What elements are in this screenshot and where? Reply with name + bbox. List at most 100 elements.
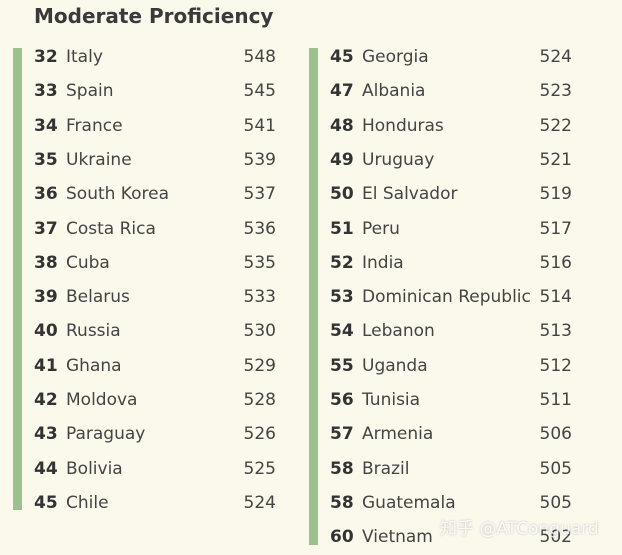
- table-row: 55 Uganda 512: [330, 349, 572, 383]
- country: Italy: [66, 47, 103, 67]
- rank: 54: [330, 321, 354, 342]
- score: 541: [243, 115, 276, 136]
- score: 528: [243, 390, 276, 410]
- score: 526: [243, 424, 276, 445]
- rank: 34: [34, 115, 58, 136]
- country: Spain: [66, 81, 114, 102]
- table-row: 39 Belarus 533: [34, 280, 276, 314]
- rank: 50: [330, 184, 354, 205]
- rank: 37: [34, 218, 58, 239]
- table-row: 38 Cuba 535: [34, 246, 276, 280]
- title: Moderate Proficiency: [34, 4, 274, 28]
- table-row: 44 Bolivia 525: [34, 452, 276, 486]
- table-row: 42 Moldova 528: [34, 383, 276, 417]
- country: Dominican Republic: [362, 287, 531, 308]
- rank: 44: [34, 458, 58, 479]
- country: Honduras: [362, 115, 444, 136]
- table-row: 33 Spain 545: [34, 74, 276, 108]
- score: 511: [539, 390, 572, 410]
- score: 505: [539, 458, 572, 479]
- rank: 43: [34, 424, 58, 445]
- score: 505: [539, 492, 572, 513]
- score: 502: [539, 527, 572, 548]
- score: 513: [539, 321, 572, 342]
- score: 524: [243, 492, 276, 513]
- score: 523: [539, 81, 572, 102]
- rank: 42: [34, 390, 58, 410]
- score: 535: [243, 252, 276, 273]
- rank: 32: [34, 47, 58, 67]
- country: Brazil: [362, 458, 410, 479]
- rank: 57: [330, 424, 354, 445]
- country: Cuba: [66, 252, 110, 273]
- country: India: [362, 252, 404, 273]
- watermark: 知乎 @ATConguard: [440, 519, 599, 539]
- rank: 39: [34, 287, 58, 308]
- rank: 45: [330, 47, 354, 67]
- country: Vietnam: [362, 527, 433, 548]
- score: 525: [243, 458, 276, 479]
- country: Paraguay: [66, 424, 146, 445]
- table-row: 36 South Korea 537: [34, 177, 276, 211]
- table-row: 57 Armenia 506: [330, 417, 572, 451]
- rank: 33: [34, 81, 58, 102]
- rank: 58: [330, 492, 354, 513]
- table-row: 45 Chile 524: [34, 486, 276, 520]
- rank: 58: [330, 458, 354, 479]
- score: 516: [539, 252, 572, 273]
- country: El Salvador: [362, 184, 458, 205]
- table-row: 41 Ghana 529: [34, 349, 276, 383]
- country: Tunisia: [362, 390, 421, 410]
- table-row: 37 Costa Rica 536: [34, 212, 276, 246]
- country: Ghana: [66, 355, 122, 376]
- country: Russia: [66, 321, 121, 342]
- table-row: 45 Georgia 524: [330, 40, 572, 74]
- score: 545: [243, 81, 276, 102]
- country: Ukraine: [66, 149, 132, 170]
- country: Bolivia: [66, 458, 123, 479]
- score: 517: [539, 218, 572, 239]
- rank: 47: [330, 81, 354, 102]
- score: 512: [539, 355, 572, 376]
- table-row: 47 Albania 523: [330, 74, 572, 108]
- country: Peru: [362, 218, 400, 239]
- table-row: 40 Russia 530: [34, 314, 276, 348]
- table-row: 35 Ukraine 539: [34, 143, 276, 177]
- table-row: 51 Peru 517: [330, 212, 572, 246]
- rank: 40: [34, 321, 58, 342]
- country: Armenia: [362, 424, 434, 445]
- table-row: 49 Uruguay 521: [330, 143, 572, 177]
- country: France: [66, 115, 123, 136]
- accent-bar: [309, 48, 318, 545]
- rank: 41: [34, 355, 58, 376]
- country: Uganda: [362, 355, 428, 376]
- country: Georgia: [362, 47, 429, 67]
- rank: 48: [330, 115, 354, 136]
- score: 521: [539, 149, 572, 170]
- score: 536: [243, 218, 276, 239]
- accent-bar: [13, 48, 22, 510]
- country: South Korea: [66, 184, 170, 205]
- rank: 35: [34, 149, 58, 170]
- country: Chile: [66, 492, 109, 513]
- score: 514: [539, 287, 572, 308]
- table-row: 34 France 541: [34, 109, 276, 143]
- rank: 51: [330, 218, 354, 239]
- rank: 52: [330, 252, 354, 273]
- country: Costa Rica: [66, 218, 156, 239]
- table-row: 53 Dominican Republic 514: [330, 280, 572, 314]
- table-row: 32 Italy 548: [34, 40, 276, 74]
- score: 524: [539, 47, 572, 67]
- rank: 53: [330, 287, 354, 308]
- table-row: 48 Honduras 522: [330, 109, 572, 143]
- rank: 45: [34, 492, 58, 513]
- country: Uruguay: [362, 149, 435, 170]
- table-row: 54 Lebanon 513: [330, 314, 572, 348]
- table-row: 58 Guatemala 505: [330, 486, 572, 520]
- rank: 49: [330, 149, 354, 170]
- country: Lebanon: [362, 321, 435, 342]
- table-row: 58 Brazil 505: [330, 452, 572, 486]
- rank: 60: [330, 527, 354, 548]
- rank: 38: [34, 252, 58, 273]
